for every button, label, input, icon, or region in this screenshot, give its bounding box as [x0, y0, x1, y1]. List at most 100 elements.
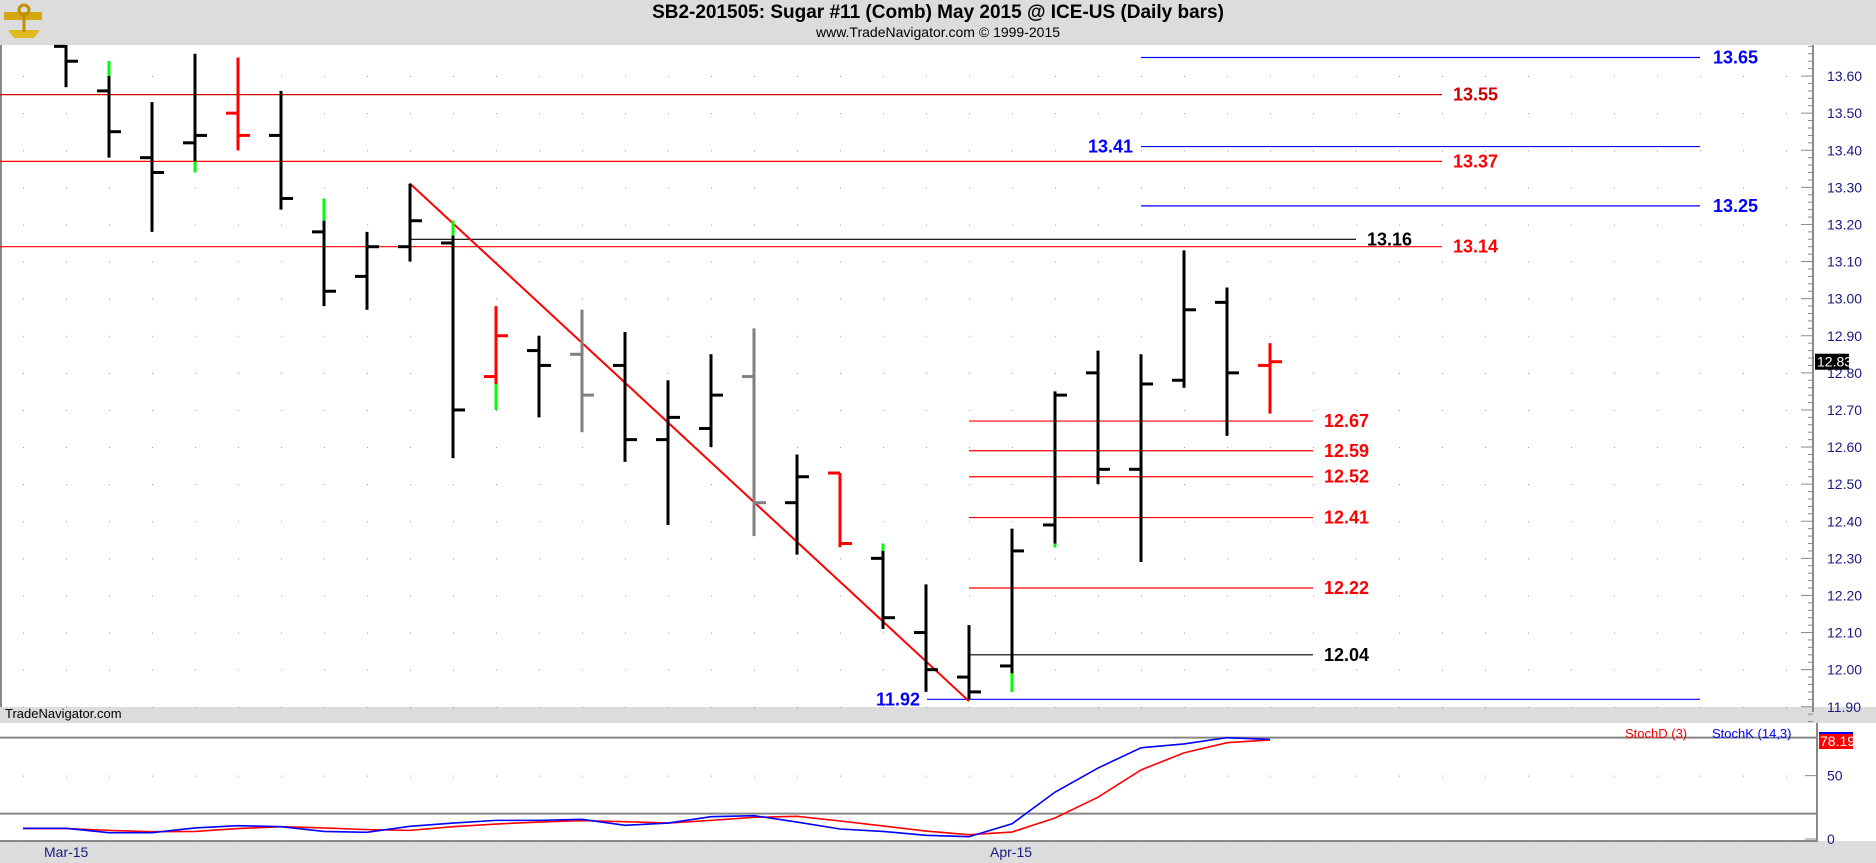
grid-dot [496, 76, 497, 78]
level-label-13.25: 13.25 [1713, 196, 1758, 216]
grid-dot [152, 595, 153, 597]
ohlc-bar-1 [97, 61, 121, 158]
grid-dot [23, 775, 24, 777]
grid-dot [281, 775, 282, 777]
grid-dot [1055, 372, 1056, 374]
grid-dot [1442, 484, 1443, 486]
grid-dot [840, 840, 841, 841]
grid-dot [1184, 150, 1185, 152]
grid-dot [66, 632, 67, 634]
grid-dot [324, 706, 325, 708]
grid-dot [668, 775, 669, 777]
grid-dot [1227, 632, 1228, 634]
grid-dot [711, 669, 712, 671]
grid-dot [1786, 372, 1787, 374]
grid-dot [1055, 595, 1056, 597]
grid-dot [1356, 150, 1357, 152]
grid-dot [109, 521, 110, 523]
grid-dot [1184, 521, 1185, 523]
grid-dot [1485, 706, 1486, 708]
stochastic-panel [0, 723, 1876, 841]
grid-dot [1356, 409, 1357, 411]
grid-dot [23, 76, 24, 78]
chart-subtitle: www.TradeNavigator.com © 1999-2015 [815, 24, 1061, 40]
grid-dot [883, 409, 884, 411]
grid-dot [66, 335, 67, 337]
stoch-last-value-box [1819, 733, 1853, 749]
grid-dot [367, 187, 368, 189]
grid-dot [367, 669, 368, 671]
grid-dot [324, 409, 325, 411]
grid-dot [1614, 76, 1615, 78]
grid-dot [1313, 187, 1314, 189]
grid-dot [1141, 150, 1142, 152]
grid-dot [1743, 706, 1744, 708]
ohlc-bar-13 [613, 332, 637, 462]
grid-dot [195, 558, 196, 560]
grid-dot [66, 298, 67, 300]
grid-dot [969, 150, 970, 152]
price-tick-label: 12.60 [1827, 439, 1862, 455]
grid-dot [152, 261, 153, 263]
grid-dot [1442, 372, 1443, 374]
grid-dot [1442, 335, 1443, 337]
grid-dot [1313, 409, 1314, 411]
grid-dot [195, 298, 196, 300]
grid-dot [1313, 632, 1314, 634]
grid-dot [1657, 632, 1658, 634]
grid-dot [152, 409, 153, 411]
grid-dot [926, 150, 927, 152]
grid-dot [1356, 298, 1357, 300]
grid-dot [1571, 558, 1572, 560]
grid-dot [840, 706, 841, 708]
grid-dot [625, 298, 626, 300]
level-label-12.59: 12.59 [1324, 441, 1369, 461]
grid-dot [1313, 150, 1314, 152]
grid-dot [1098, 298, 1099, 300]
grid-dot [1442, 632, 1443, 634]
grid-dot [1485, 224, 1486, 226]
grid-dot [496, 224, 497, 226]
grid-dot [539, 76, 540, 78]
grid-dot [496, 775, 497, 777]
grid-dot [1356, 447, 1357, 449]
grid-dot [582, 558, 583, 560]
grid-dot [1356, 706, 1357, 708]
grid-dot [1571, 669, 1572, 671]
ohlc-bar-8 [398, 183, 422, 262]
grid-dot [1141, 335, 1142, 337]
grid-dot [1356, 632, 1357, 634]
grid-dot [1571, 76, 1572, 78]
grid-dot [281, 595, 282, 597]
grid-dot [1098, 224, 1099, 226]
grid-dot [1442, 706, 1443, 708]
grid-dot [1657, 706, 1658, 708]
grid-dot [539, 187, 540, 189]
grid-dot [1270, 187, 1271, 189]
grid-dot [109, 706, 110, 708]
grid-dot [1528, 558, 1529, 560]
grid-dot [711, 706, 712, 708]
grid-dot [367, 335, 368, 337]
grid-dot [1743, 840, 1744, 841]
grid-dot [1786, 632, 1787, 634]
grid-dot [1184, 840, 1185, 841]
grid-dot [1184, 775, 1185, 777]
grid-dot [754, 632, 755, 634]
grid-dot [1270, 113, 1271, 115]
grid-dot [195, 409, 196, 411]
grid-dot [1270, 840, 1271, 841]
grid-dot [1012, 372, 1013, 374]
grid-dot [152, 775, 153, 777]
grid-dot [625, 113, 626, 115]
grid-dot [1442, 187, 1443, 189]
grid-dot [1356, 669, 1357, 671]
grid-dot [1399, 76, 1400, 78]
grid-dot [23, 840, 24, 841]
grid-dot [840, 447, 841, 449]
grid-dot [926, 409, 927, 411]
grid-dot [453, 150, 454, 152]
grid-dot [711, 521, 712, 523]
grid-dot [1227, 447, 1228, 449]
